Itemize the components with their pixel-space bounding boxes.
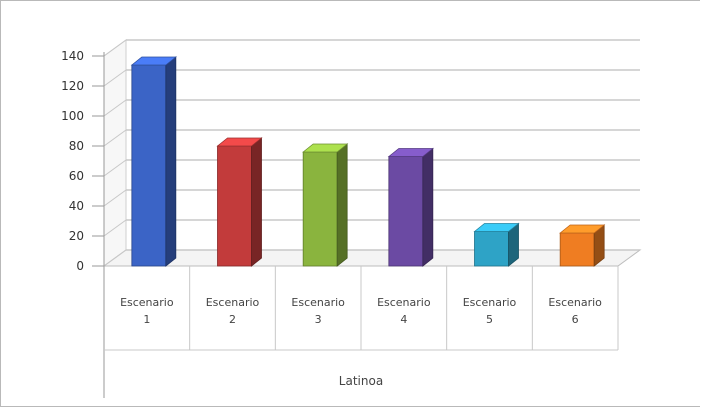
x-category-label: 6 <box>572 313 579 326</box>
x-category-label: Escenario <box>377 296 431 309</box>
bar-front <box>217 145 252 267</box>
x-category-label: 3 <box>315 313 322 326</box>
bar-front <box>302 151 338 267</box>
x-category-label: 4 <box>400 313 407 326</box>
bar-top <box>387 148 434 157</box>
y-tick-label: 140 <box>61 49 84 63</box>
gridline-depth <box>103 249 127 267</box>
bar-top <box>216 137 263 147</box>
bar-front <box>559 232 595 267</box>
bar-top <box>473 223 520 232</box>
y-tick-label: 0 <box>76 259 84 273</box>
x-category-label: Escenario <box>463 296 517 309</box>
x-category-label: Escenario <box>291 296 345 309</box>
bar-front <box>474 231 509 267</box>
gridline-depth <box>103 129 127 147</box>
x-category-label: Escenario <box>120 296 174 309</box>
x-category-label: 1 <box>143 313 150 326</box>
y-tick-label: 60 <box>69 169 84 183</box>
y-tick-label: 20 <box>69 229 84 243</box>
gridline-depth <box>103 39 127 57</box>
bar-front <box>388 156 424 267</box>
bar-top <box>130 56 177 66</box>
y-tick-label: 120 <box>61 79 84 93</box>
side-wall <box>103 39 127 267</box>
gridline-depth <box>103 69 127 87</box>
x-category-label: Escenario <box>206 296 260 309</box>
x-category-label: 2 <box>229 313 236 326</box>
gridline-depth <box>103 219 127 237</box>
y-tick-label: 40 <box>69 199 84 213</box>
bar-front <box>131 64 167 267</box>
bar-top <box>559 224 606 234</box>
x-category-label: 5 <box>486 313 493 326</box>
gridline-depth <box>103 159 127 177</box>
gridline-depth <box>103 99 127 117</box>
bar-top <box>302 143 349 153</box>
y-tick-label: 100 <box>61 109 84 123</box>
gridline-depth <box>103 189 127 207</box>
x-category-label: Escenario <box>548 296 602 309</box>
y-tick-label: 80 <box>69 139 84 153</box>
x-group-label: Latinoa <box>339 374 383 388</box>
bar-side <box>165 56 177 267</box>
chart-floor <box>102 249 642 267</box>
bar-side <box>422 147 434 267</box>
bar-side <box>251 137 262 267</box>
bar-side <box>336 143 348 267</box>
